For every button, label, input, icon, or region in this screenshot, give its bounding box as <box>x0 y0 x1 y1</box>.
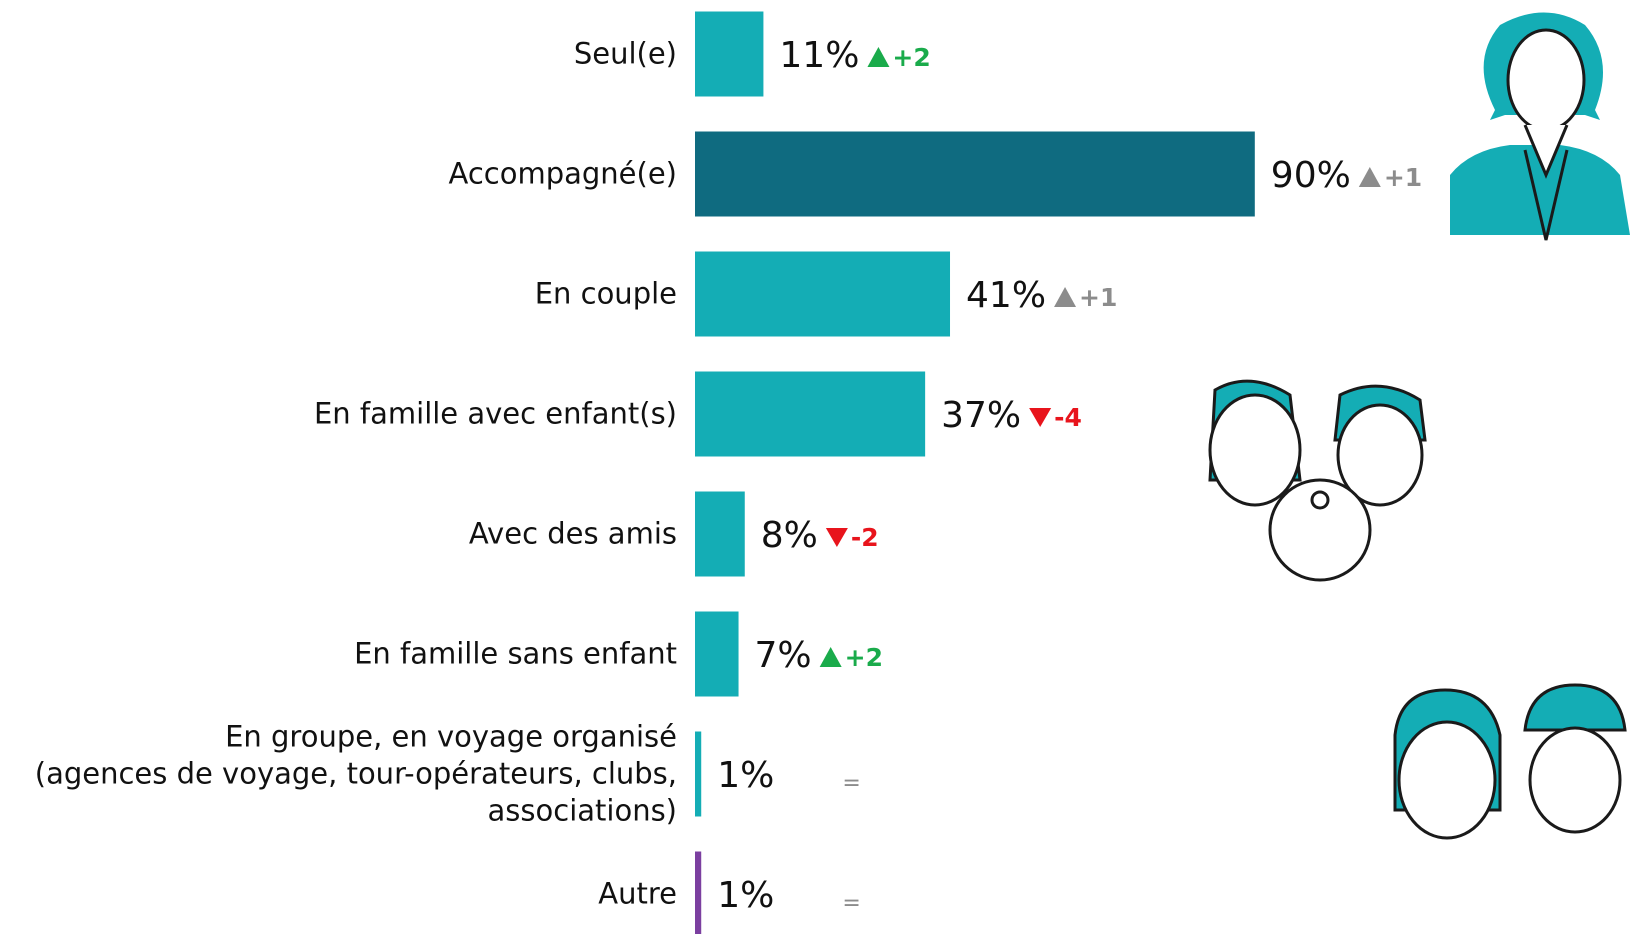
change-label: +2 <box>845 643 883 672</box>
trend-arrow <box>1029 408 1052 427</box>
change-label: +1 <box>1079 283 1117 312</box>
bar <box>695 611 739 697</box>
trend-arrow <box>825 528 848 547</box>
category-label: Seul(e) <box>573 36 677 71</box>
bar <box>695 251 951 337</box>
value-label: 8% <box>761 515 818 556</box>
bar <box>695 131 1255 217</box>
bar <box>695 491 745 577</box>
change-label: = <box>842 771 860 796</box>
category-label: Accompagné(e) <box>448 156 678 191</box>
icon-woman <box>1450 12 1630 241</box>
change-label: = <box>842 891 860 916</box>
category-label: Autre <box>598 876 677 911</box>
category-label: Avec des amis <box>468 516 677 551</box>
trend-arrow <box>867 47 890 67</box>
category-label: En famille sans enfant <box>354 636 677 671</box>
change-label: -2 <box>851 523 879 552</box>
bar <box>695 731 702 817</box>
category-label: En famille avec enfant(s) <box>313 396 677 431</box>
value-label: 37% <box>941 395 1021 436</box>
value-label: 1% <box>717 755 774 796</box>
icon-group <box>1393 683 1627 840</box>
bar <box>695 851 702 934</box>
trend-arrow <box>1054 287 1077 307</box>
change-label: +2 <box>892 43 930 72</box>
icon-family <box>1208 379 1427 582</box>
category-label: En couple <box>534 276 677 311</box>
bar <box>695 371 926 457</box>
value-label: 1% <box>717 875 774 916</box>
bar <box>695 11 764 97</box>
value-label: 41% <box>966 275 1046 316</box>
change-label: -4 <box>1054 403 1082 432</box>
trend-arrow <box>819 647 842 667</box>
value-label: 7% <box>755 635 812 676</box>
value-label: 90% <box>1271 155 1351 196</box>
trend-arrow <box>1358 167 1381 187</box>
category-label: En groupe, en voyage organisé (agences d… <box>34 719 677 828</box>
value-label: 11% <box>779 35 859 76</box>
change-label: +1 <box>1384 163 1422 192</box>
